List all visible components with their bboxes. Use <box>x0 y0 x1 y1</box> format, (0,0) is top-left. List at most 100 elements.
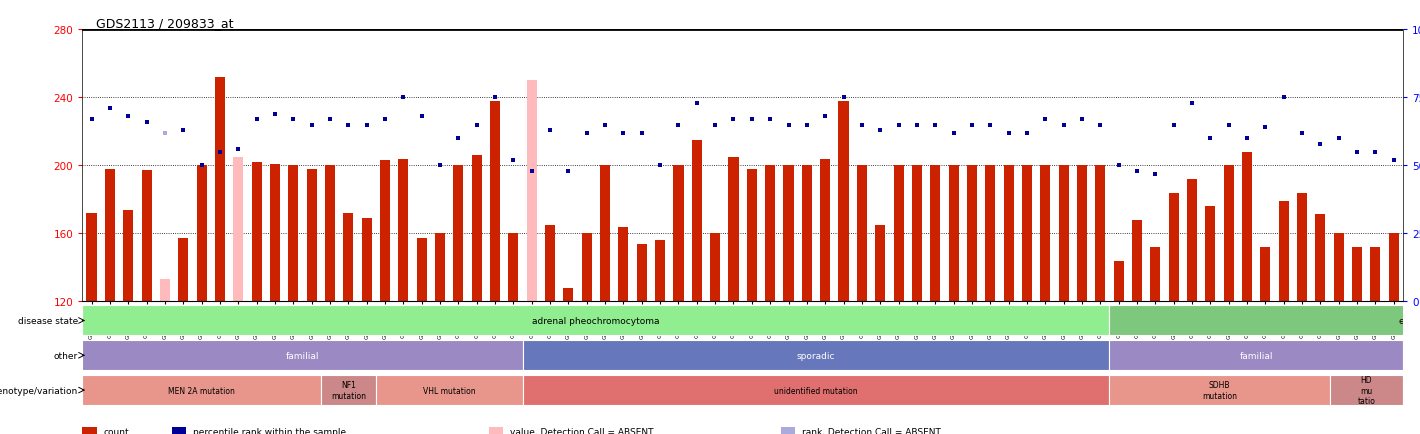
Text: SDHB
mutation: SDHB mutation <box>1203 381 1237 400</box>
Bar <box>1315 215 1325 302</box>
Point <box>1365 149 1387 156</box>
Bar <box>344 214 354 302</box>
Bar <box>1132 220 1142 302</box>
Point <box>704 122 727 129</box>
Point <box>538 127 561 134</box>
Bar <box>1041 166 1051 302</box>
Point <box>116 114 139 121</box>
Point <box>1163 122 1186 129</box>
Bar <box>838 102 849 302</box>
Text: VHL mutation: VHL mutation <box>423 386 476 395</box>
Point <box>172 127 195 134</box>
Point <box>888 122 910 129</box>
Point <box>1291 130 1314 137</box>
Bar <box>214 78 224 302</box>
Point <box>906 122 929 129</box>
Bar <box>307 169 317 302</box>
Bar <box>1296 193 1308 302</box>
Point <box>814 114 836 121</box>
Point <box>795 122 818 129</box>
Bar <box>1095 166 1105 302</box>
Point <box>153 130 176 137</box>
Bar <box>1004 166 1014 302</box>
Text: percentile rank within the sample: percentile rank within the sample <box>193 427 346 434</box>
Bar <box>1278 201 1289 302</box>
Point <box>758 116 781 123</box>
Bar <box>1370 247 1380 302</box>
Bar <box>523 340 1109 371</box>
Point <box>300 122 322 129</box>
Point <box>264 111 287 118</box>
Point <box>135 119 158 126</box>
Point <box>1180 100 1203 107</box>
Bar <box>105 169 115 302</box>
Bar <box>545 225 555 302</box>
Point <box>429 162 452 169</box>
Bar <box>1403 375 1420 405</box>
Point <box>1254 125 1277 132</box>
Point <box>557 168 579 175</box>
Point <box>612 130 635 137</box>
Point <box>337 122 359 129</box>
Bar <box>1169 193 1179 302</box>
Bar <box>1109 340 1403 371</box>
Point <box>1015 130 1038 137</box>
Point <box>392 95 415 102</box>
Point <box>1383 157 1406 164</box>
Bar <box>564 288 574 302</box>
Bar <box>416 239 427 302</box>
Bar <box>618 227 629 302</box>
Bar <box>985 166 995 302</box>
Bar <box>601 166 611 302</box>
Point <box>630 130 653 137</box>
Bar <box>1333 234 1343 302</box>
Point <box>190 162 213 169</box>
Point <box>1309 141 1332 148</box>
Bar <box>1022 166 1032 302</box>
Bar <box>435 234 444 302</box>
Bar <box>930 166 940 302</box>
Point <box>851 122 873 129</box>
Point <box>1217 122 1240 129</box>
Text: GDS2113 / 209833_at: GDS2113 / 209833_at <box>95 17 233 30</box>
Bar <box>325 166 335 302</box>
Bar <box>178 239 189 302</box>
Bar <box>233 158 243 302</box>
Bar <box>1076 166 1088 302</box>
Bar <box>949 166 959 302</box>
Point <box>1052 122 1075 129</box>
Bar <box>728 158 738 302</box>
Bar <box>875 225 885 302</box>
Bar <box>582 234 592 302</box>
Bar <box>82 340 523 371</box>
Bar <box>1403 340 1420 371</box>
Text: familial: familial <box>1240 351 1272 360</box>
Bar <box>87 214 97 302</box>
Bar <box>821 159 831 302</box>
Bar <box>527 81 537 302</box>
Bar <box>321 375 376 405</box>
Point <box>1145 171 1167 178</box>
Point <box>723 116 746 123</box>
Point <box>80 116 102 123</box>
Text: rank, Detection Call = ABSENT: rank, Detection Call = ABSENT <box>802 427 941 434</box>
Point <box>924 122 947 129</box>
Point <box>520 168 542 175</box>
Point <box>667 122 690 129</box>
Bar <box>967 166 977 302</box>
Bar <box>381 161 390 302</box>
Bar <box>1242 152 1252 302</box>
Bar <box>490 102 500 302</box>
Point <box>832 95 855 102</box>
Bar <box>1150 247 1160 302</box>
Point <box>649 162 672 169</box>
Bar <box>376 375 523 405</box>
Text: genotype/variation: genotype/variation <box>0 386 78 395</box>
Bar <box>636 244 648 302</box>
Bar <box>1329 375 1403 405</box>
Point <box>777 122 799 129</box>
Bar <box>655 240 665 302</box>
Text: adrenal pheochromocytoma: adrenal pheochromocytoma <box>532 316 660 325</box>
Point <box>209 149 231 156</box>
Bar <box>1109 306 1420 336</box>
